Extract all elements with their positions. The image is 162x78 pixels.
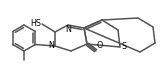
Text: O: O — [97, 41, 103, 50]
Text: N: N — [48, 41, 54, 50]
Text: HS: HS — [30, 20, 41, 28]
Text: N: N — [66, 24, 71, 33]
Text: S: S — [121, 42, 126, 51]
